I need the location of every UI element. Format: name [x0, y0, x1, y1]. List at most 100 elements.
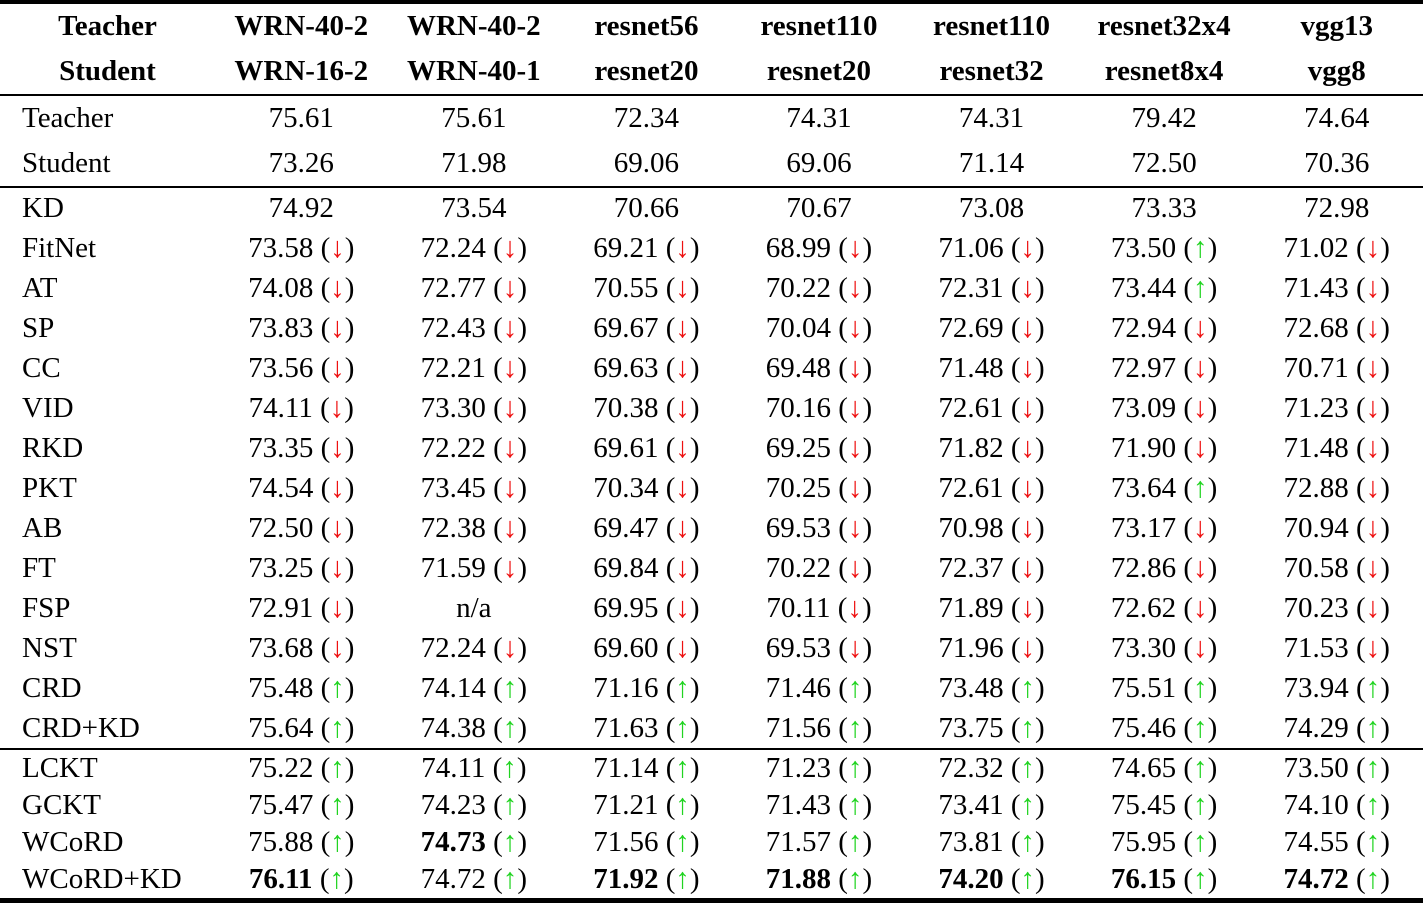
value-cell: 69.21 (↓): [593, 231, 700, 264]
value-cell: 72.22 (↓): [420, 431, 528, 464]
section-proposed: LCKT 75.22 (↑) 74.11 (↑) 71.14 (↑) 71.23 (↑)…: [0, 749, 1423, 901]
score-value: 70.55: [593, 271, 659, 304]
table-row: FT 73.25 (↓) 71.59 (↓) 69.84 (↓) 70.22 (↓) 72…: [0, 548, 1423, 588]
value-cell: 75.47 (↑): [248, 789, 355, 821]
value-cell: 74.65 (↑): [1110, 752, 1218, 784]
score-value: 72.24: [420, 631, 486, 664]
value-cell: 71.48 (↓): [938, 351, 1045, 384]
score-value: 74.38: [420, 711, 486, 744]
score-value: 72.37: [938, 551, 1004, 584]
value-cell: 69.67 (↓): [593, 311, 700, 344]
value-cell: 70.38 (↓): [593, 391, 700, 424]
down-arrow-icon: ↓: [330, 631, 345, 664]
value-cell: 72.34: [560, 95, 733, 141]
score-value: 74.73: [420, 826, 486, 858]
score-value: 74.92: [268, 191, 334, 224]
value-cell: 71.89 (↓): [938, 591, 1045, 624]
score-value: 75.88: [248, 826, 314, 858]
up-arrow-icon: ↑: [502, 863, 518, 895]
value-cell: 71.56 (↑): [765, 711, 873, 744]
value-cell: 70.25 (↓): [765, 471, 873, 504]
table-header: Teacher Student WRN-40-2 WRN-16-2 WRN-40…: [0, 2, 1423, 95]
score-value: 70.16: [765, 391, 832, 424]
value-cell: 72.32 (↑): [938, 752, 1045, 784]
value-cell: 73.64 (↑): [1110, 471, 1218, 504]
value-cell: 71.56 (↑): [593, 826, 700, 858]
up-arrow-icon: ↑: [675, 711, 690, 744]
down-arrow-icon: ↓: [330, 511, 345, 544]
score-value: 71.14: [593, 752, 659, 784]
value-cell: 73.30 (↓): [1110, 631, 1218, 664]
value-cell: 73.08: [905, 187, 1078, 228]
value-cell: 73.81 (↑): [938, 826, 1045, 858]
teacher-model: resnet32x4: [1097, 10, 1231, 42]
table-row: AB 72.50 (↓) 72.38 (↓) 69.47 (↓) 69.53 (↓) 70…: [0, 508, 1423, 548]
method-cell: SP: [22, 311, 55, 344]
down-arrow-icon: ↓: [502, 471, 518, 504]
down-arrow-icon: ↓: [330, 311, 345, 344]
down-arrow-icon: ↓: [502, 511, 518, 544]
value-cell: 72.77 (↓): [420, 271, 528, 304]
down-arrow-icon: ↓: [1020, 511, 1036, 544]
score-value: 72.61: [938, 471, 1004, 504]
method-cell: WCoRD+KD: [22, 863, 182, 895]
score-value: 71.16: [593, 671, 659, 704]
value-cell: 71.14: [905, 141, 1078, 187]
value-cell: 72.21 (↓): [420, 351, 528, 384]
table-row: VID 74.11 (↓) 73.30 (↓) 70.38 (↓) 70.16 (↓) 7…: [0, 388, 1423, 428]
score-value: 71.06: [938, 231, 1004, 264]
down-arrow-icon: ↓: [847, 351, 863, 384]
value-cell: 73.75 (↑): [938, 711, 1045, 744]
score-value: 73.09: [1110, 391, 1177, 424]
score-value: 72.32: [938, 752, 1004, 784]
value-cell: 69.53 (↓): [765, 631, 873, 664]
score-value: n/a: [456, 591, 492, 624]
up-arrow-icon: ↑: [1365, 863, 1381, 895]
score-value: 73.30: [1110, 631, 1177, 664]
table-row: SP 73.83 (↓) 72.43 (↓) 69.67 (↓) 70.04 (↓) 72…: [0, 308, 1423, 348]
score-value: 69.53: [765, 631, 832, 664]
table-row: WCoRD 75.88 (↑) 74.73 (↑) 71.56 (↑) 71.57 (↑…: [0, 824, 1423, 861]
table-row: Teacher 75.61 75.61 72.34 74.31 74.31 79.42 74.…: [0, 95, 1423, 141]
value-cell: 70.36: [1250, 141, 1423, 187]
down-arrow-icon: ↓: [1193, 591, 1208, 624]
value-cell: 72.91 (↓): [248, 591, 355, 624]
score-value: 74.64: [1304, 102, 1370, 134]
teacher-model: resnet56: [594, 10, 699, 42]
score-value: 70.04: [765, 311, 832, 344]
value-cell: 74.23 (↑): [420, 789, 528, 821]
up-arrow-icon: ↑: [330, 789, 345, 821]
score-value: 74.11: [248, 391, 313, 424]
score-value: 71.90: [1110, 431, 1177, 464]
score-value: 71.02: [1283, 231, 1349, 264]
score-value: 72.21: [420, 351, 486, 384]
down-arrow-icon: ↓: [1020, 271, 1036, 304]
up-arrow-icon: ↑: [1020, 863, 1036, 895]
score-value: 73.41: [938, 789, 1004, 821]
value-cell: 73.26: [215, 141, 388, 187]
method-cell: FT: [22, 551, 56, 584]
value-cell: 71.23 (↓): [1283, 391, 1390, 424]
score-value: 69.47: [593, 511, 659, 544]
score-value: 71.23: [765, 752, 832, 784]
value-cell: 73.48 (↑): [938, 671, 1045, 704]
value-cell: 73.45 (↓): [420, 471, 528, 504]
teacher-model: WRN-40-2: [234, 10, 369, 42]
value-cell: 74.55 (↑): [1283, 826, 1390, 858]
value-cell: 73.56 (↓): [248, 351, 355, 384]
value-cell: 73.09 (↓): [1110, 391, 1218, 424]
up-arrow-icon: ↑: [1193, 752, 1208, 784]
score-value: 71.59: [420, 551, 486, 584]
score-value: 69.06: [613, 147, 680, 179]
down-arrow-icon: ↓: [847, 631, 863, 664]
method-cell: CRD: [22, 671, 82, 704]
value-cell: 75.22 (↑): [248, 752, 355, 784]
score-value: 74.20: [938, 863, 1004, 895]
score-value: 71.56: [765, 711, 832, 744]
score-value: 69.84: [593, 551, 659, 584]
down-arrow-icon: ↓: [330, 551, 345, 584]
value-cell: 69.06: [733, 141, 906, 187]
value-cell: 71.21 (↑): [593, 789, 700, 821]
down-arrow-icon: ↓: [847, 231, 863, 264]
value-cell: 71.57 (↑): [765, 826, 873, 858]
